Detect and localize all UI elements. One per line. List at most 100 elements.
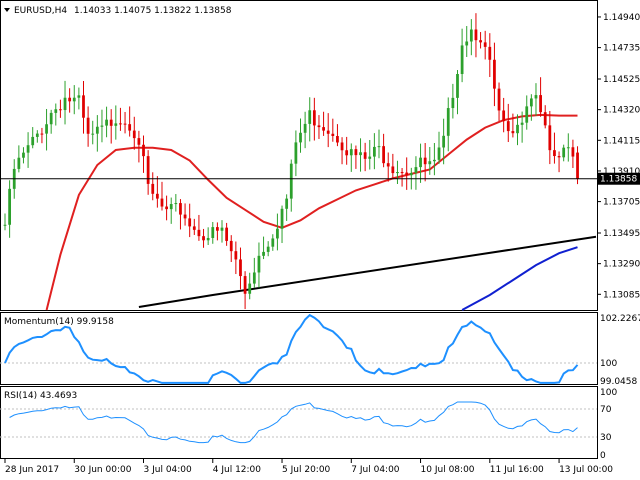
candle-body <box>363 152 367 159</box>
candle <box>86 106 90 147</box>
candle <box>386 152 390 182</box>
candle <box>331 118 335 142</box>
candle <box>488 33 492 78</box>
candle-body <box>155 193 159 199</box>
candle-body <box>414 167 418 173</box>
time-tick-label: 3 Jul 04:00 <box>144 465 193 475</box>
candle <box>543 105 547 129</box>
candle-body <box>243 276 247 294</box>
candle <box>229 235 233 263</box>
candle-body <box>119 123 122 125</box>
rsi-axis: 100 70 30 0 <box>600 388 617 461</box>
candle-body <box>202 236 205 241</box>
candle-body <box>165 206 168 210</box>
candle-body <box>77 95 81 98</box>
candle <box>428 146 432 175</box>
candle-body <box>433 159 436 162</box>
candle <box>553 132 556 164</box>
candle <box>308 97 312 142</box>
candle <box>151 172 155 201</box>
price-panel-frame <box>0 0 598 311</box>
candle-body <box>409 172 413 176</box>
candle <box>349 143 353 172</box>
time-tick-label: 7 Jul 04:00 <box>351 465 400 475</box>
candle <box>534 83 538 116</box>
candle-body <box>294 142 298 164</box>
candle <box>493 42 496 107</box>
candle <box>91 120 95 145</box>
candle <box>17 145 21 173</box>
candle <box>557 151 561 173</box>
candle <box>239 247 242 290</box>
candle-body <box>95 126 99 134</box>
time-tick-label: 28 Jun 2017 <box>5 465 59 475</box>
candle <box>312 97 316 141</box>
momentum-panel: 102.2267 100 99.0458 Momentum(14) 99.9158 <box>0 312 640 387</box>
candle <box>442 118 446 165</box>
candle-body <box>326 130 330 134</box>
candle <box>95 115 99 152</box>
candle <box>132 116 136 150</box>
candle-body <box>391 166 395 174</box>
candle-body <box>576 152 579 179</box>
candle <box>326 113 330 148</box>
price-tick-label: 1.13910 <box>603 167 640 177</box>
ma-red-line <box>45 113 578 311</box>
rsi-tick-label: 100 <box>600 388 617 398</box>
candle <box>391 153 395 179</box>
candle-body <box>91 133 95 135</box>
candle <box>197 214 201 241</box>
time-axis: 28 Jun 2017 30 Jun 00:00 3 Jul 04:00 4 Jul … <box>4 459 613 475</box>
candle-body <box>179 203 182 215</box>
candle <box>248 272 252 300</box>
momentum-tick-label: 100 <box>600 359 617 369</box>
rsi-tick-label: 30 <box>600 433 612 443</box>
support-trendline <box>138 235 597 308</box>
candle <box>502 97 506 133</box>
price-tick-label: 1.14735 <box>603 44 640 54</box>
price-tick-label: 1.14320 <box>603 106 640 116</box>
candle <box>174 194 178 212</box>
candle-body <box>26 145 30 153</box>
candle-body <box>308 110 312 124</box>
candle-body <box>35 133 39 137</box>
candle <box>123 111 127 134</box>
candle <box>77 87 81 110</box>
price-tick-label: 1.13290 <box>603 260 640 270</box>
candle <box>225 222 229 246</box>
candle-body <box>557 156 561 158</box>
candle-body <box>474 29 478 41</box>
candle-body <box>428 161 432 165</box>
time-tick-label: 5 Jul 20:00 <box>282 465 331 475</box>
candle-body <box>502 110 506 122</box>
candle <box>419 143 422 183</box>
candle <box>59 99 62 118</box>
candle <box>40 127 44 144</box>
candle <box>179 199 182 230</box>
candle <box>128 106 132 137</box>
candle-body <box>54 109 58 113</box>
candle <box>520 111 524 143</box>
candle <box>368 139 372 170</box>
candle-body <box>303 123 307 133</box>
price-tick-label: 1.13085 <box>603 290 640 300</box>
collapse-triangle-icon[interactable] <box>4 8 10 12</box>
candle <box>506 103 510 143</box>
candle <box>289 159 293 212</box>
candle <box>252 257 256 288</box>
candle <box>456 70 459 115</box>
candle <box>266 241 270 257</box>
candle <box>276 213 279 251</box>
candle-body <box>146 156 150 184</box>
candle <box>243 271 247 310</box>
candle <box>497 82 501 121</box>
price-panel: 1.14940 1.14735 1.14525 1.14320 1.14115 1.139… <box>0 0 640 311</box>
candle <box>460 28 464 83</box>
price-tick-label: 1.14115 <box>603 136 640 146</box>
candle <box>382 133 385 168</box>
candle <box>340 137 344 165</box>
candles <box>3 13 579 310</box>
candle <box>437 131 441 164</box>
candle <box>3 213 7 231</box>
